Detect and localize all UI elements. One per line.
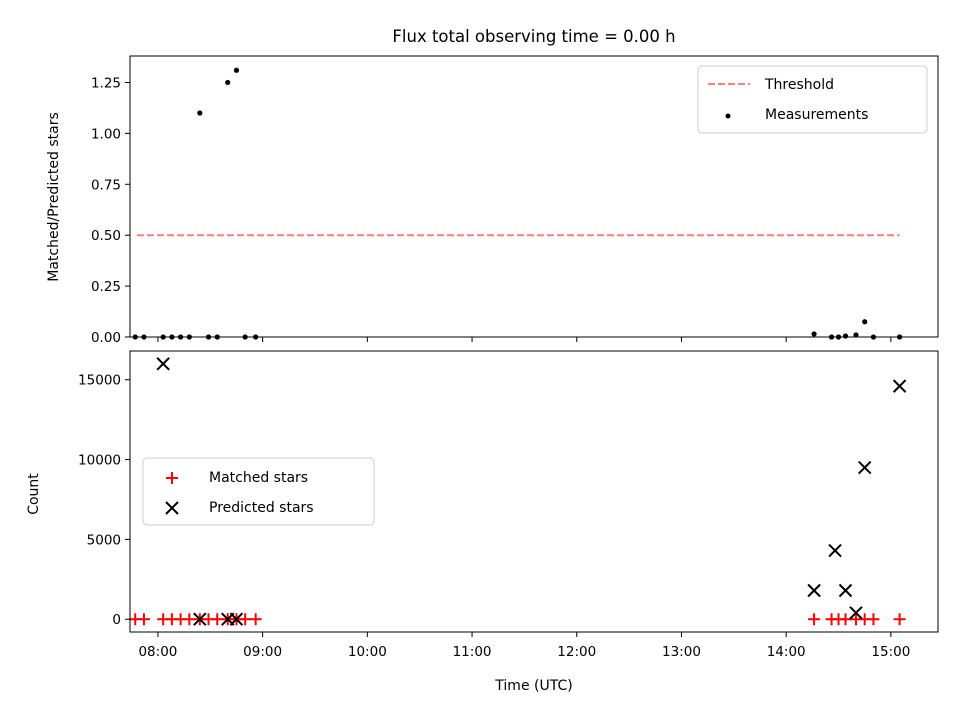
predicted-star-marker-b bbox=[807, 583, 821, 598]
bottom-y-tick-label: 5000 bbox=[87, 532, 121, 548]
bottom-x-tick-label: 14:00 bbox=[767, 644, 806, 660]
matched-star-marker bbox=[211, 613, 224, 626]
top-legend-box bbox=[697, 65, 928, 134]
predicted-star-marker-b bbox=[828, 543, 842, 558]
bottom-y-axis-label: Count bbox=[26, 473, 42, 515]
matched-star-marker bbox=[249, 613, 262, 626]
legend-measurements-label: Measurements bbox=[765, 107, 868, 123]
bottom-y-tick-label: 10000 bbox=[78, 453, 121, 469]
matched-star-marker bbox=[839, 613, 852, 626]
legend-predicted-label: Predicted stars bbox=[209, 500, 314, 516]
legend-matched-swatch bbox=[166, 472, 178, 484]
matched-star-marker bbox=[137, 613, 150, 626]
matched-star-marker bbox=[808, 613, 821, 626]
legend-measurements-swatch bbox=[725, 113, 731, 119]
legend-threshold-label: Threshold bbox=[764, 77, 834, 93]
matched-star-marker bbox=[239, 613, 252, 626]
predicted-star-marker-b bbox=[892, 379, 907, 393]
predicted-star-marker-b bbox=[849, 606, 863, 620]
top-panel: 0.00 0.25 0.50 0.75 1.00 1.25 Matched/Predict… bbox=[46, 55, 939, 346]
top-x-axis bbox=[157, 337, 892, 342]
bottom-x-tick-label: 10:00 bbox=[348, 644, 387, 660]
bottom-panel: 0 5000 10000 15000 08:00 09:00 10:00 11:00 12:0… bbox=[26, 350, 939, 694]
predicted-star-marker bbox=[838, 583, 853, 598]
matched-star-marker bbox=[893, 613, 906, 626]
top-plot-frame bbox=[129, 55, 939, 338]
bottom-x-tick-label: 13:00 bbox=[662, 644, 701, 660]
bottom-x-axis: 08:00 09:00 10:00 11:00 12:00 13:00 14:00 15:00 bbox=[138, 632, 910, 660]
legend-matched-label: Matched stars bbox=[209, 470, 308, 486]
bottom-y-tick-label: 0 bbox=[112, 612, 121, 628]
predicted-star-marker-b bbox=[193, 612, 207, 626]
chart-title: Flux total observing time = 0.00 h bbox=[392, 27, 675, 46]
top-legend: Threshold Measurements bbox=[697, 65, 928, 134]
predicted-star-marker bbox=[857, 460, 872, 475]
measurement-point bbox=[853, 332, 859, 338]
top-y-axis-label: Matched/Predicted stars bbox=[46, 112, 62, 282]
bottom-legend-box bbox=[142, 457, 375, 526]
bottom-x-tick-label: 11:00 bbox=[453, 644, 492, 660]
predicted-star-marker bbox=[193, 612, 207, 626]
predicted-star-marker bbox=[828, 543, 842, 558]
bottom-x-tick-label: 12:00 bbox=[557, 644, 596, 660]
bottom-x-tick-label: 09:00 bbox=[243, 644, 282, 660]
top-y-tick-label: 1.00 bbox=[91, 126, 121, 142]
predicted-star-marker-b bbox=[156, 357, 170, 371]
top-y-axis: 0.00 0.25 0.50 0.75 1.00 1.25 bbox=[91, 75, 130, 346]
bottom-legend: Matched stars Predicted stars bbox=[142, 457, 375, 526]
measurement-point bbox=[862, 319, 868, 325]
measurement-point bbox=[811, 331, 817, 337]
measurement-point bbox=[225, 79, 231, 86]
predicted-star-marker bbox=[229, 612, 244, 626]
bottom-plot-frame bbox=[129, 350, 939, 633]
predicted-star-marker bbox=[849, 606, 863, 620]
measurement-point bbox=[842, 333, 849, 339]
bottom-x-tick-label: 08:00 bbox=[138, 644, 177, 660]
predicted-star-marker-b bbox=[229, 612, 244, 626]
top-y-tick-label: 1.25 bbox=[91, 75, 121, 91]
x-axis-label: Time (UTC) bbox=[494, 678, 572, 694]
measurement-point bbox=[197, 110, 203, 116]
matched-star-marker bbox=[867, 613, 880, 626]
measurement-point bbox=[233, 67, 240, 73]
top-y-tick-label: 0.75 bbox=[91, 177, 121, 193]
legend-predicted-swatch bbox=[165, 501, 179, 515]
predicted-star-marker-b bbox=[838, 583, 853, 598]
predicted-star-marker bbox=[892, 379, 907, 393]
bottom-y-axis: 0 5000 10000 15000 bbox=[78, 373, 130, 628]
top-y-tick-label: 0.25 bbox=[91, 279, 121, 295]
bottom-y-tick-label: 15000 bbox=[78, 373, 121, 389]
top-y-tick-label: 0.50 bbox=[91, 228, 121, 244]
bottom-x-tick-label: 15:00 bbox=[871, 644, 910, 660]
predicted-star-marker-b bbox=[857, 460, 872, 475]
predicted-star-marker bbox=[807, 583, 821, 598]
predicted-star-marker bbox=[156, 357, 170, 371]
bottom-marks bbox=[129, 357, 907, 626]
top-y-tick-label: 0.00 bbox=[91, 330, 121, 346]
matched-star-marker bbox=[183, 613, 196, 626]
